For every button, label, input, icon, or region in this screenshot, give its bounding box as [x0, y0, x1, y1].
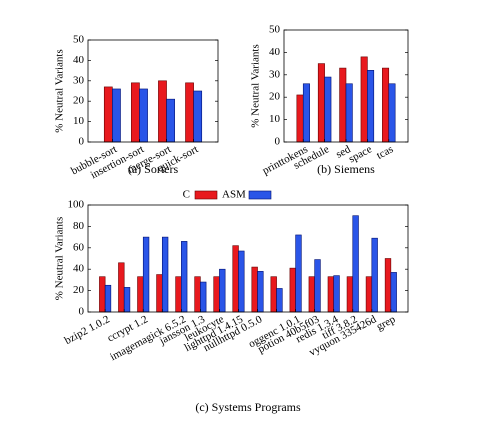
bar: [365, 276, 373, 313]
y-axis-label: % Neutral Variants: [250, 44, 262, 128]
y-tick-label: 0: [79, 306, 85, 318]
bar: [352, 215, 359, 313]
bar: [314, 259, 321, 313]
bar: [232, 245, 239, 313]
bar: [382, 67, 390, 143]
bar: [339, 67, 347, 143]
bar: [302, 83, 310, 143]
caption: (b) Siemens: [317, 162, 375, 176]
bar: [276, 288, 283, 313]
bar: [175, 276, 182, 313]
bar: [131, 82, 140, 143]
bar: [166, 98, 175, 143]
axes-frame: [283, 29, 409, 143]
y-tick-label: 100: [68, 199, 85, 211]
caption: (c) Systems Programs: [195, 400, 301, 414]
bar: [137, 276, 144, 313]
y-tick-label: 0: [79, 136, 85, 148]
bar: [346, 276, 354, 313]
bar: [289, 267, 296, 313]
y-tick-label: 30: [269, 68, 281, 80]
bar: [390, 272, 397, 313]
caption: (a) Sorters: [128, 162, 179, 176]
bar: [371, 237, 378, 313]
bar: [181, 241, 188, 313]
bar: [384, 258, 392, 313]
y-tick-label: 0: [275, 136, 281, 148]
y-tick-label: 20: [73, 95, 85, 107]
bar: [257, 271, 264, 313]
x-tick-label: grep: [375, 313, 398, 333]
y-tick-label: 30: [73, 74, 85, 86]
bar: [104, 284, 112, 313]
y-tick-label: 20: [269, 91, 281, 103]
bar: [270, 276, 277, 313]
y-tick-label: 80: [73, 220, 85, 232]
bar: [158, 80, 167, 143]
bar: [156, 274, 163, 313]
legend-swatch: [248, 190, 272, 200]
legend-label: C: [183, 189, 190, 201]
bar: [345, 83, 353, 143]
bar: [139, 88, 148, 143]
bar: [333, 275, 340, 313]
y-tick-label: 10: [73, 115, 85, 127]
y-tick-label: 60: [73, 241, 85, 253]
bar: [103, 86, 113, 143]
bar: [367, 70, 375, 143]
bar: [238, 250, 245, 313]
bar: [194, 276, 201, 313]
bar: [123, 287, 131, 313]
bar: [161, 236, 169, 313]
x-tick-label: bzip2 1.0.2: [63, 313, 112, 347]
y-tick-label: 40: [73, 54, 85, 66]
y-tick-label: 50: [269, 24, 281, 36]
bar: [324, 76, 332, 143]
bar: [142, 236, 150, 313]
bar: [219, 268, 226, 313]
bar: [185, 82, 194, 143]
bar: [296, 94, 304, 143]
legend-label: ASM: [222, 189, 246, 201]
axes-frame: [87, 204, 409, 313]
bar: [200, 281, 207, 313]
bar: [295, 234, 302, 313]
bar: [118, 262, 125, 313]
legend-swatch: [194, 190, 218, 200]
bar: [308, 276, 315, 313]
bar: [317, 63, 325, 143]
y-tick-label: 50: [73, 34, 85, 46]
bar: [193, 90, 203, 143]
bar: [112, 88, 121, 143]
y-tick-label: 10: [269, 113, 281, 125]
bar: [251, 266, 258, 313]
bar: [213, 276, 220, 313]
y-axis-label: % Neutral Variants: [54, 49, 66, 133]
y-tick-label: 40: [73, 263, 85, 275]
bar: [99, 276, 106, 313]
x-tick-label: tcas: [375, 143, 396, 162]
y-tick-label: 20: [73, 284, 85, 296]
bar: [388, 83, 396, 143]
y-axis-label: % Neutral Variants: [54, 217, 66, 301]
y-tick-label: 40: [269, 46, 281, 58]
axes-frame: [87, 39, 219, 143]
bar: [327, 276, 335, 313]
bar: [360, 56, 368, 143]
